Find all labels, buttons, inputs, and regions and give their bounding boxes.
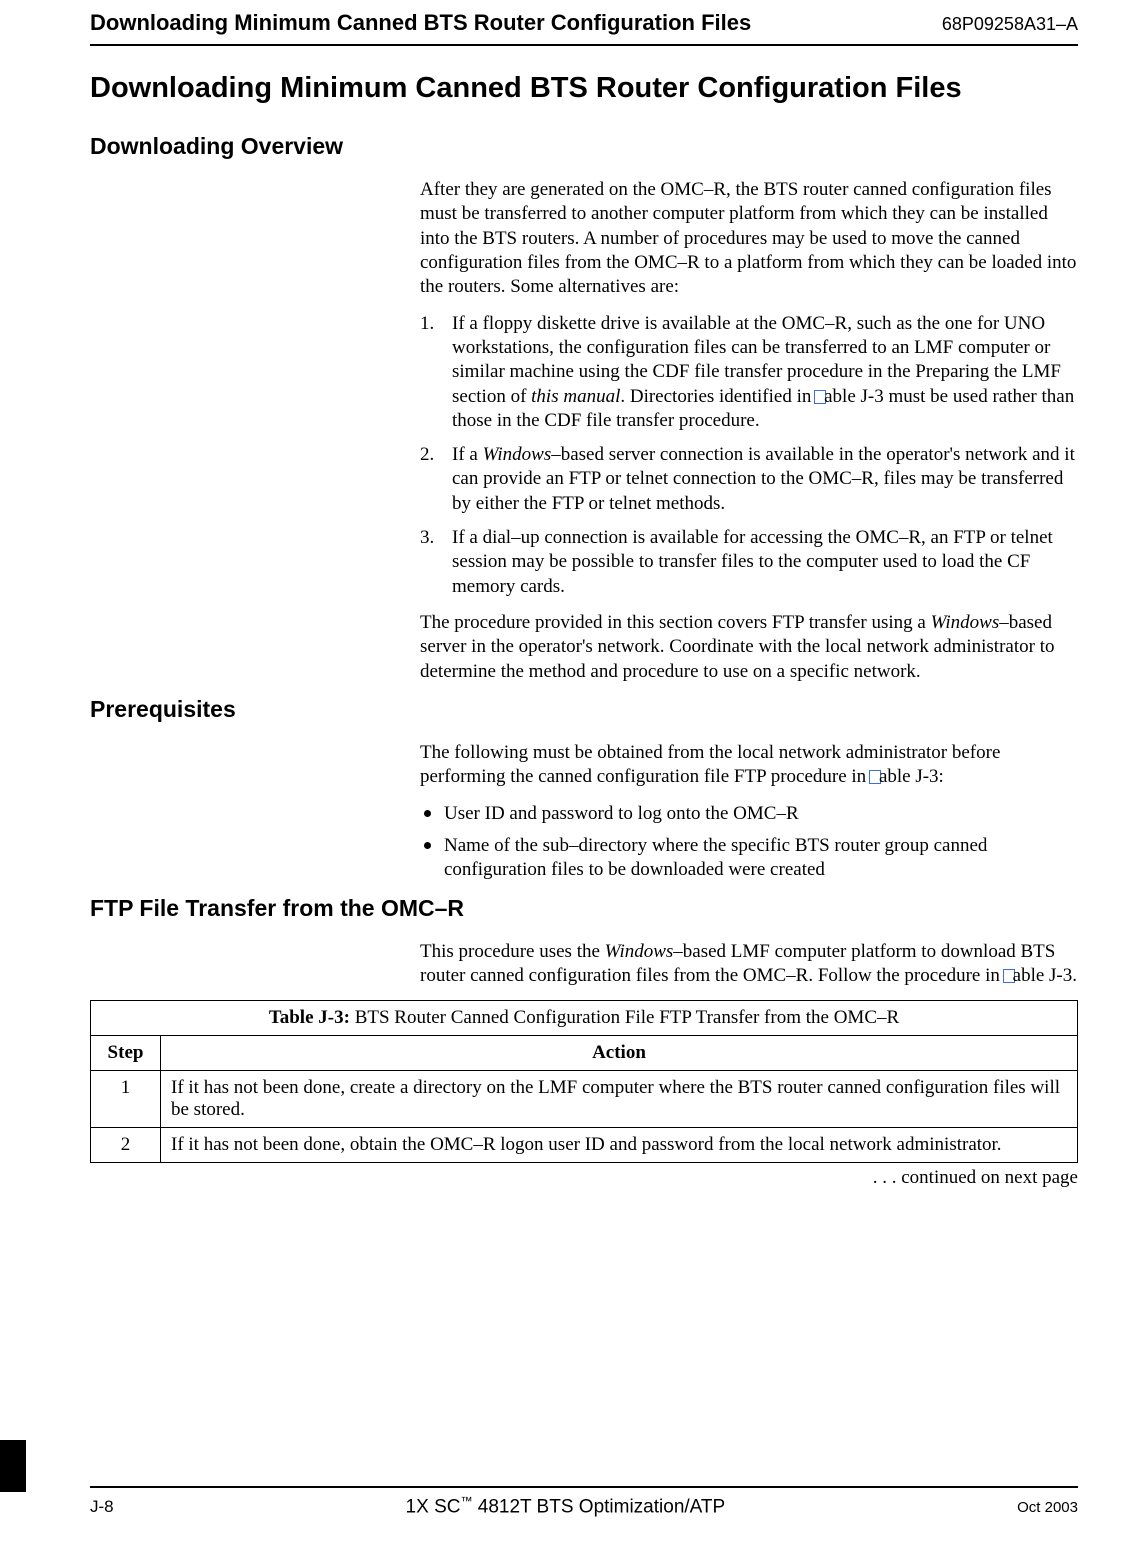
overview-intro: After they are generated on the OMC–R, t… [420, 178, 1078, 300]
bullet-item: User ID and password to log onto the OMC… [420, 802, 1078, 826]
page-title: Downloading Minimum Canned BTS Router Co… [90, 72, 1078, 105]
list-text: If a floppy diskette drive is available … [452, 312, 1078, 434]
prereq-bullets: User ID and password to log onto the OMC… [420, 802, 1078, 883]
text-italic: Windows [931, 612, 1000, 633]
bullet-icon [420, 834, 444, 883]
footer-center: 1X SC™ 4812T BTS Optimization/ATP [406, 1494, 726, 1518]
section-heading-overview: Downloading Overview [90, 133, 1078, 160]
text-fragment: If a [452, 444, 483, 465]
text-fragment: 4812T BTS Optimization/ATP [472, 1496, 725, 1517]
text-fragment: The procedure provided in this section c… [420, 612, 931, 633]
overview-item-3: 3. If a dial–up connection is available … [420, 526, 1078, 599]
text-fragment: 1X SC [406, 1496, 461, 1517]
text-italic: this manual [531, 386, 620, 407]
page-footer: J-8 1X SC™ 4812T BTS Optimization/ATP Oc… [90, 1486, 1078, 1518]
procedure-table: Table J-3: BTS Router Canned Configurati… [90, 1000, 1078, 1163]
overview-item-1: 1. If a floppy diskette drive is availab… [420, 312, 1078, 434]
footer-right: Oct 2003 [1017, 1499, 1078, 1516]
step-cell: 2 [91, 1128, 161, 1163]
table-row: 1 If it has not been done, create a dire… [91, 1071, 1078, 1128]
text-fragment: able J-3. [1013, 965, 1077, 986]
header-left: Downloading Minimum Canned BTS Router Co… [90, 10, 751, 36]
action-cell: If it has not been done, create a direct… [161, 1071, 1078, 1128]
footer-left: J-8 [90, 1497, 114, 1517]
overview-list: 1. If a floppy diskette drive is availab… [420, 312, 1078, 599]
bullet-text: User ID and password to log onto the OMC… [444, 802, 1078, 826]
col-step: Step [91, 1036, 161, 1071]
header-right: 68P09258A31–A [942, 14, 1078, 35]
trademark: ™ [460, 1494, 472, 1508]
overview-closing: The procedure provided in this section c… [420, 611, 1078, 684]
text-italic: Windows [483, 444, 552, 465]
action-cell: If it has not been done, obtain the OMC–… [161, 1128, 1078, 1163]
text-italic: Windows [605, 941, 674, 962]
overview-item-2: 2. If a Windows–based server connection … [420, 443, 1078, 516]
prereq-intro: The following must be obtained from the … [420, 741, 1078, 790]
bullet-item: Name of the sub–directory where the spec… [420, 834, 1078, 883]
section-heading-prerequisites: Prerequisites [90, 696, 1078, 723]
list-text: If a Windows–based server connection is … [452, 443, 1078, 516]
text-fragment: This procedure uses the [420, 941, 605, 962]
table-title-rest: BTS Router Canned Configuration File FTP… [350, 1007, 899, 1028]
text-fragment: able J-3: [879, 766, 944, 787]
bullet-icon [420, 802, 444, 826]
list-text: If a dial–up connection is available for… [452, 526, 1078, 599]
text-fragment: If a dial–up connection is available for… [452, 527, 1053, 597]
table-title-row: Table J-3: BTS Router Canned Configurati… [91, 1001, 1078, 1036]
table-title: Table J-3: BTS Router Canned Configurati… [91, 1001, 1078, 1036]
section-heading-ftp: FTP File Transfer from the OMC–R [90, 895, 1078, 922]
side-tab-letter: J [4, 1468, 16, 1494]
table-title-bold: Table J-3: [269, 1007, 350, 1028]
bullet-text: Name of the sub–directory where the spec… [444, 834, 1078, 883]
list-number: 1. [420, 312, 452, 434]
list-number: 2. [420, 443, 452, 516]
continued-note: . . . continued on next page [90, 1167, 1078, 1189]
step-cell: 1 [91, 1071, 161, 1128]
text-fragment: . Directories identified in [620, 386, 811, 407]
table-row: 2 If it has not been done, obtain the OM… [91, 1128, 1078, 1163]
ftp-intro: This procedure uses the Windows–based LM… [420, 940, 1078, 989]
col-action: Action [161, 1036, 1078, 1071]
table-header-row: Step Action [91, 1036, 1078, 1071]
list-number: 3. [420, 526, 452, 599]
footer-rule [90, 1486, 1078, 1488]
running-header: Downloading Minimum Canned BTS Router Co… [90, 0, 1078, 46]
